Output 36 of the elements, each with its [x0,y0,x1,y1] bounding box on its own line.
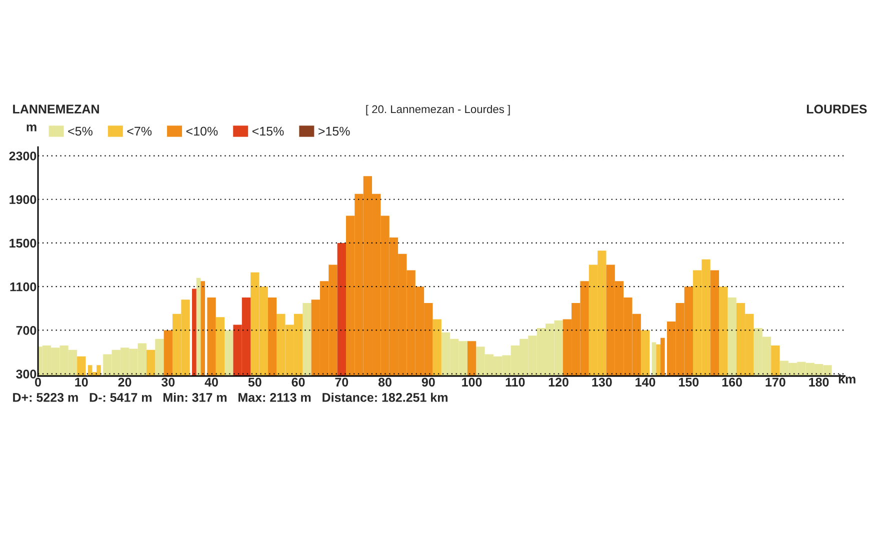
x-tick-label: 120 [548,378,568,387]
legend-label: <15% [252,126,284,136]
x-tick-label: 140 [636,378,656,387]
y-tick-label: 1900 [10,195,36,204]
x-tick-label: 90 [422,378,435,387]
legend-label: <7% [127,126,152,136]
x-tick-label: 170 [766,378,786,387]
x-tick-label: 0 [35,378,41,387]
x-tick-label: 20 [118,378,132,387]
legend-label: <5% [68,126,92,136]
y-tick-label: 1100 [10,282,36,292]
y-tick-label: 700 [16,326,36,335]
y-tick-label: 2300 [9,152,36,160]
x-tick-label: 80 [378,378,392,387]
x-tick-label: 160 [722,378,742,387]
x-tick-label: 150 [679,378,699,387]
x-tick-label: 50 [248,378,262,387]
x-tick-label: 70 [335,378,348,387]
x-tick-label: 100 [462,378,482,387]
x-tick-label: 30 [161,378,175,387]
chart-title: [ 20. Lannemezan - Lourdes ] [366,104,510,116]
y-tick-label: 300 [16,370,36,378]
text: LOURDES [806,104,867,114]
text: LANNEMEZAN [13,104,99,114]
x-tick-label: 110 [506,378,525,387]
y-axis-title: m [26,124,36,132]
x-tick-label: 60 [292,378,305,387]
x-tick-label: 40 [204,378,218,387]
y-tick-label: 1500 [10,238,36,248]
x-tick-label: 180 [809,378,829,387]
x-axis-title: km [838,374,856,384]
x-tick-label: 10 [75,378,88,387]
legend-label: <10% [186,126,218,136]
x-tick-label: 130 [592,378,612,387]
legend-label: >15% [318,126,350,136]
text: D+: 5223 m D-: 5417 m Min: 317 m Max: 2113 m Distance: 182.251 km [13,392,448,402]
